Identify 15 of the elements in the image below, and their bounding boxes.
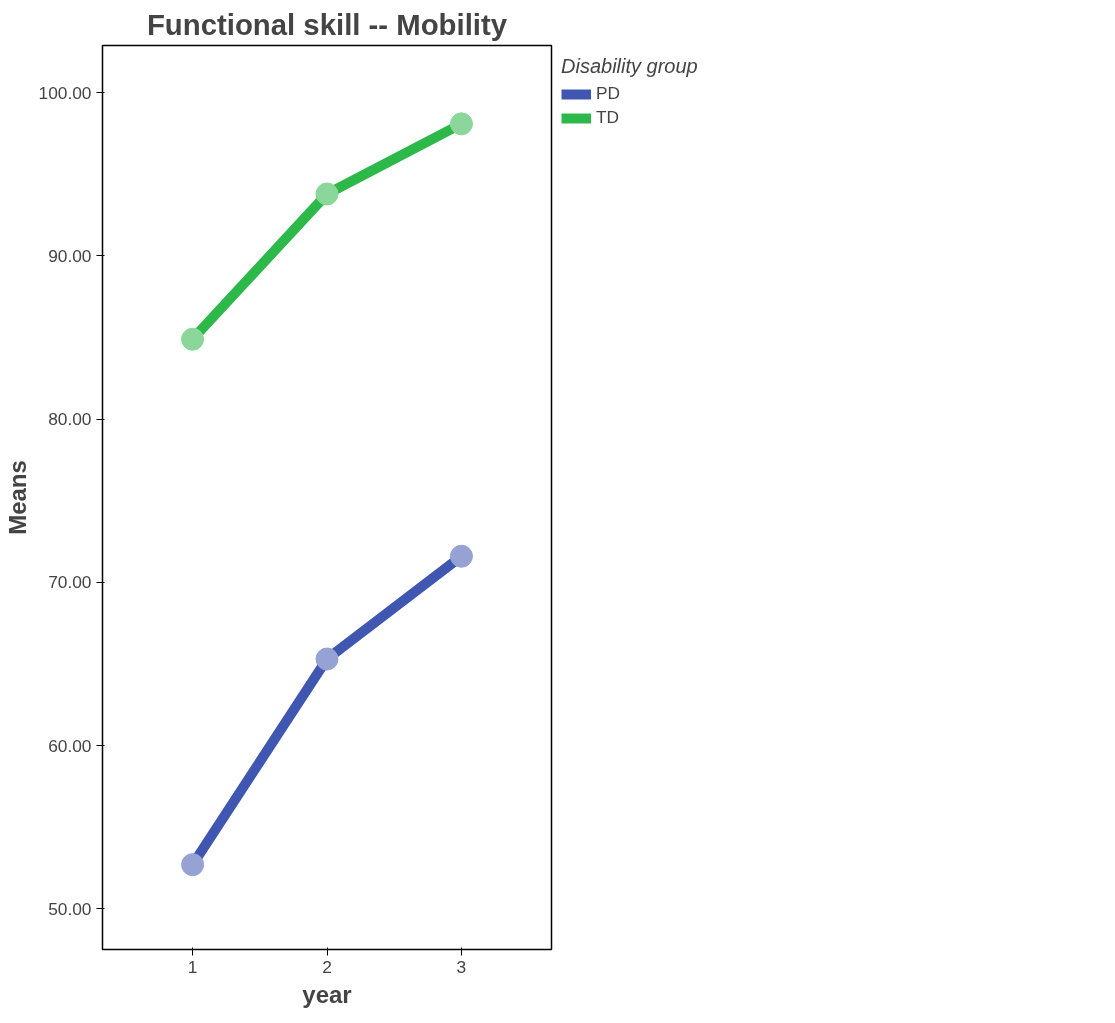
legend-title: Disability group: [561, 55, 698, 78]
y-axis-title: Means: [3, 460, 31, 535]
x-tick-label: 1: [187, 956, 198, 977]
x-axis-title: year: [302, 980, 352, 1008]
y-tick-label: 80.00: [48, 409, 92, 430]
chart-title: Functional skill -- Mobility: [146, 7, 508, 41]
y-tick-label: 100.00: [38, 82, 92, 103]
y-tick-label: 70.00: [48, 572, 92, 593]
x-tick-label: 2: [322, 956, 332, 977]
y-tick-label: 60.00: [48, 735, 92, 756]
legend-label: TD: [596, 107, 620, 128]
x-tick-label: 3: [456, 956, 467, 977]
legend-label: PD: [596, 83, 621, 104]
y-tick-label: 90.00: [48, 246, 92, 266]
y-tick-label: 50.00: [48, 898, 92, 919]
